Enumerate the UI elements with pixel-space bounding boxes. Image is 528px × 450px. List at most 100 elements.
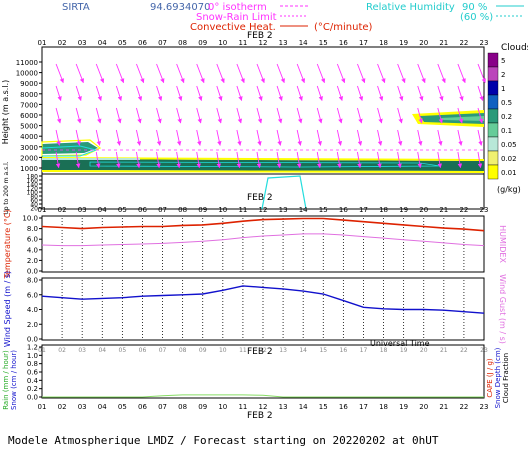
hour-label-23: 23 [480,39,489,47]
wind-arrow [336,129,343,146]
wind-arrow [196,129,202,146]
wind-arrow [477,151,483,169]
wind-arrow [457,151,463,169]
wind-arrow [336,151,342,169]
legend-swatch-1 [487,66,499,82]
wind-arrow [437,85,444,101]
precip-hour-22: 22 [460,347,468,354]
wind-arrow [276,63,285,84]
hour-label-14: 14 [299,206,308,214]
temperature-yticks: 0.0 2.0 4.0 6.0 8.0 10.0 [22,215,42,276]
hour-label-17: 17 [359,403,368,411]
hour-label-13: 13 [279,39,288,47]
cloud-ytick-label-5000: 5000 [20,123,38,131]
wind-arrow [236,63,245,84]
precip-hour-19: 19 [400,347,408,354]
cloud-ytick-label-9000: 9000 [20,80,38,88]
wind-arrow [276,129,282,146]
precip-hour-10: 10 [219,347,227,354]
wind-arrow [176,129,182,146]
xlabel: Universal Time [370,339,430,348]
wind-arrow [55,151,61,169]
temperature-ylabel: Temperature (°C) [3,209,12,279]
wind-arrow [457,107,464,124]
hour-label-08: 08 [178,403,187,411]
wind-arrow [236,85,243,101]
precip-yticks: 0.00.20.40.60.81.01.2 [27,344,42,402]
cloud-band-low-top [42,158,140,160]
wind-arrow [357,129,363,146]
temperature-panel: 0.0 2.0 4.0 6.0 8.0 10.0 Temperature (°C) HUM… [3,209,507,279]
legend-swatch-8 [487,164,499,180]
site-coords: 94.6934070 [150,2,210,13]
precip-hour-06: 06 [139,347,147,354]
legend-swatch-2 [487,80,499,96]
wind-arrow [75,107,82,124]
hour-label-11: 11 [238,39,247,47]
ytick-label-0.0: 0.0 [27,336,38,344]
wind-arrow [156,85,163,101]
wind-arrow [95,107,102,124]
hour-label-11: 11 [238,403,247,411]
ytick-label-0.6: 0.6 [27,369,39,377]
precip-hour-09: 09 [199,347,207,354]
precip-hour-14: 14 [299,347,307,354]
cape-ylabel: CAPE (J / g) [486,358,494,398]
wind-arrow [417,85,424,101]
legend-swatch-7 [487,150,499,166]
wind-speed-line [41,285,485,314]
precip-hour-20: 20 [420,347,428,354]
hour-label-02: 02 [58,403,67,411]
hour-label-01: 01 [38,39,47,47]
hour-label-15: 15 [319,206,328,214]
hour-label-18: 18 [379,403,388,411]
wind-arrow [55,107,62,124]
hour-label-14: 14 [299,39,308,47]
wind-arrow [115,129,122,146]
hour-label-12: 12 [259,403,268,411]
temperature-panel-frame [41,215,485,273]
legend-level-0.02: 0.02 [501,155,517,163]
ytick-label-2.0: 2.0 [27,257,38,265]
cloudfrac-ylabel: Cloud Fraction [502,353,510,403]
wind-arrow [75,129,81,146]
wind-arrow [457,85,464,101]
wind-arrow [437,151,442,169]
time-axis-top: 01 02 03 04 05 06 07 08 09 10 11 12 13 14 15 16 17 18 19 20… [38,39,489,47]
wind-arrow [95,129,101,146]
wind-arrow [296,107,303,124]
wind-arrow [417,151,422,169]
wind-arrow [377,63,386,84]
wind-arrow [216,85,223,101]
wind-arrow [296,129,302,146]
precip-hour-07: 07 [159,347,167,354]
wind-arrow [417,107,423,124]
legend-level-0.1: 0.1 [501,127,512,135]
hour-label-02: 02 [58,206,67,214]
date-label-1: FEB 2 [247,31,273,41]
ytick-label-2.0: 2.0 [27,321,38,329]
wind-arrow [316,63,326,84]
wind-arrow [176,107,182,124]
hour-label-03: 03 [78,206,87,214]
precip-hour-03: 03 [78,347,86,354]
wind-arrow [236,151,242,169]
wind-arrow [136,129,142,146]
ytick-label-0.0: 0.0 [27,394,38,402]
cloud-lowtick-label-60: 60 [30,198,38,205]
wind-arrow [296,151,302,169]
ytick-label-0.2: 0.2 [27,385,38,393]
wind-arrow [276,151,282,169]
hour-label-04: 04 [98,403,107,411]
wind-arrow [95,63,105,84]
precip-hour-13: 13 [279,347,287,354]
cloud-legend-title: Clouds [501,43,528,53]
wind-arrow [136,85,143,101]
rh-contour-low [89,161,441,168]
ytick-label-1.0: 1.0 [27,352,38,360]
wind-arrow [477,85,484,101]
wind-arrow [316,85,323,101]
hour-label-06: 06 [138,39,147,47]
